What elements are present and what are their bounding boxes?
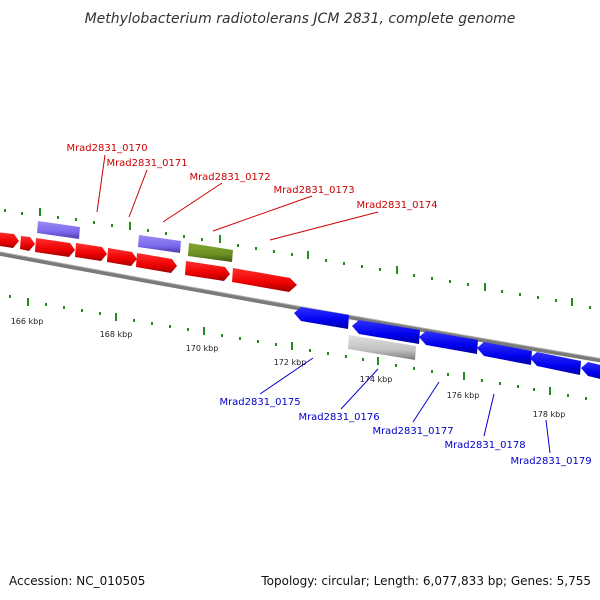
gene-label-0174[interactable]: Mrad2831_0174: [356, 200, 437, 211]
forward-misc-features: [37, 221, 233, 262]
gene-label-0170[interactable]: Mrad2831_0170: [66, 143, 147, 154]
gene-label-0179[interactable]: Mrad2831_0179: [510, 456, 591, 467]
reverse-cds-arrow[interactable]: [294, 307, 349, 329]
forward-cds-arrow[interactable]: [35, 238, 75, 257]
forward-cds-arrow[interactable]: [232, 268, 297, 292]
scale-label-170: 170 kbp: [186, 344, 219, 353]
scale-label-172: 172 kbp: [274, 358, 307, 367]
forward-cds-arrow[interactable]: [20, 236, 35, 251]
lower-tick-row: [9, 295, 587, 400]
forward-cds-arrow[interactable]: [107, 248, 137, 266]
scale-label-174: 174 kbp: [360, 375, 393, 384]
gene-label-0178[interactable]: Mrad2831_0178: [444, 440, 525, 451]
forward-cds-arrow[interactable]: [136, 253, 177, 273]
gene-label-0175[interactable]: Mrad2831_0175: [219, 397, 300, 408]
forward-cds-arrow[interactable]: [75, 243, 107, 261]
gene-label-0173[interactable]: Mrad2831_0173: [273, 185, 354, 196]
feature-box-grey[interactable]: [348, 335, 416, 360]
forward-cds-arrow[interactable]: [0, 232, 19, 248]
gene-label-0176[interactable]: Mrad2831_0176: [298, 412, 379, 423]
scale-label-168: 168 kbp: [100, 330, 133, 339]
reverse-cds-arrow[interactable]: [581, 362, 600, 380]
gene-label-0177[interactable]: Mrad2831_0177: [372, 426, 453, 437]
reverse-cds-arrow[interactable]: [352, 320, 420, 344]
genome-info-text: Topology: circular; Length: 6,077,833 bp…: [260, 574, 591, 588]
scale-label-176: 176 kbp: [447, 391, 480, 400]
reverse-cds-arrows: [294, 307, 600, 380]
scale-label-178: 178 kbp: [533, 410, 566, 419]
scale-label-166: 166 kbp: [11, 317, 44, 326]
feature-box-purple-1[interactable]: [37, 221, 80, 239]
map-title: Methylobacterium radiotolerans JCM 2831,…: [85, 11, 516, 27]
bottom-label-leaders: [259, 357, 551, 454]
reverse-cds-arrow[interactable]: [419, 331, 478, 354]
feature-box-olive[interactable]: [188, 243, 233, 262]
reverse-cds-arrow[interactable]: [530, 352, 581, 375]
scale-labels: 166 kbp 168 kbp 170 kbp 172 kbp 174 kbp …: [11, 317, 566, 419]
gene-label-0172[interactable]: Mrad2831_0172: [189, 172, 270, 183]
bottom-gene-labels: Mrad2831_0175 Mrad2831_0176 Mrad2831_017…: [219, 397, 591, 467]
gene-label-0171[interactable]: Mrad2831_0171: [106, 158, 187, 169]
forward-cds-arrows: [0, 232, 297, 292]
accession-text: Accession: NC_010505: [9, 574, 145, 588]
top-gene-labels: Mrad2831_0170 Mrad2831_0171 Mrad2831_017…: [66, 143, 437, 211]
forward-cds-arrow[interactable]: [185, 261, 230, 281]
feature-box-purple-2[interactable]: [138, 235, 181, 253]
upper-tick-row: [4, 208, 591, 309]
top-label-leaders: [96, 154, 379, 241]
backbone-highlight: [0, 251, 600, 359]
reverse-cds-arrow[interactable]: [477, 342, 532, 365]
